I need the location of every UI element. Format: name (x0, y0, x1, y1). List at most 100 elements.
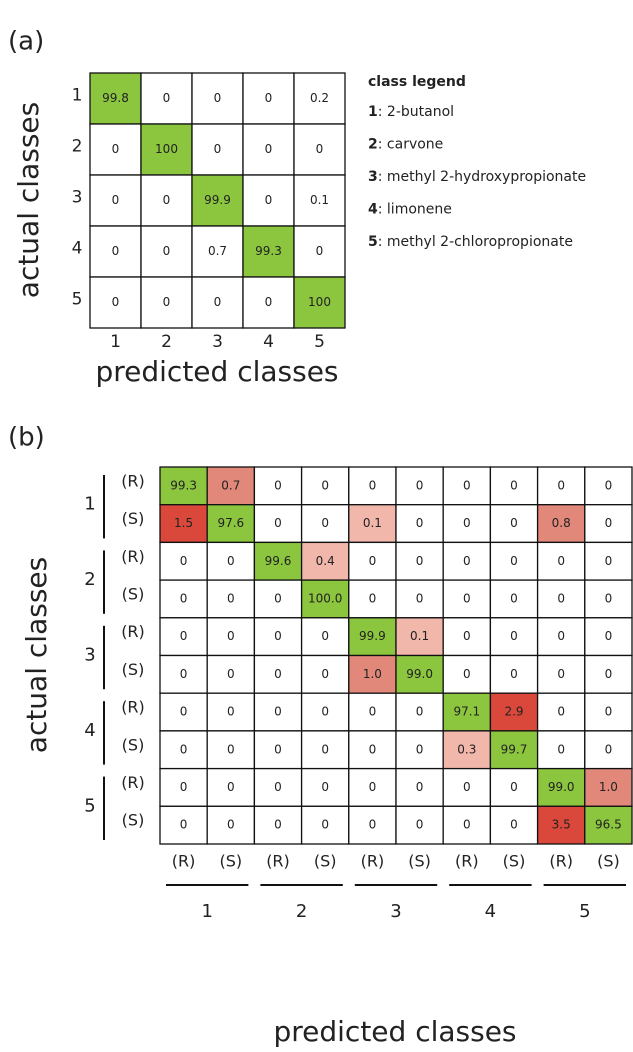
row-sub-label: (S) (122, 660, 145, 679)
cell-value: 0.1 (310, 193, 329, 207)
col-label: 2 (161, 332, 172, 352)
cell-value: 0 (163, 91, 171, 105)
matrix-cell (140, 225, 193, 278)
matrix-cell (584, 805, 633, 845)
cell-value: 0 (416, 705, 424, 719)
x-axis-label: predicted classes (273, 1015, 516, 1048)
cell-value: 0 (463, 591, 471, 605)
cell-value: 0 (321, 629, 329, 643)
row-sub-label: (R) (121, 773, 145, 792)
cell-value: 99.7 (501, 742, 528, 756)
cell-value: 0 (321, 742, 329, 756)
cell-value: 0 (180, 629, 188, 643)
matrix-cell (489, 541, 539, 581)
row-group-label: 2 (84, 569, 95, 590)
matrix-cell (584, 692, 633, 732)
cell-value: 0 (227, 667, 235, 681)
matrix-cell (89, 276, 142, 329)
cell-value: 0 (510, 478, 518, 492)
cell-value: 0 (605, 629, 613, 643)
matrix-cell (300, 617, 350, 657)
matrix-cell (206, 504, 256, 544)
matrix-cell (206, 466, 256, 506)
cell-value: 0 (163, 295, 171, 309)
y-axis-label: actual classes (12, 102, 45, 298)
row-group-label: 1 (84, 494, 95, 515)
col-group-label: 1 (201, 901, 212, 922)
matrix-cell (293, 123, 346, 176)
legend-text: : limonene (378, 202, 452, 218)
matrix-cell (442, 617, 492, 657)
cell-value: 0 (369, 554, 377, 568)
matrix-cell (584, 541, 633, 581)
matrix-cell (253, 692, 303, 732)
col-label: 1 (110, 332, 121, 352)
cell-value: 0 (227, 818, 235, 832)
cell-value: 97.6 (217, 516, 244, 530)
cell-value: 0 (274, 478, 282, 492)
matrix-cell (584, 730, 633, 770)
cell-value: 99.3 (255, 244, 282, 258)
matrix-cell (442, 805, 492, 845)
legend-text: : methyl 2-hydroxypropionate (378, 169, 586, 185)
matrix-cell (442, 730, 492, 770)
col-sub-label: (S) (314, 852, 337, 871)
matrix-cell (300, 654, 350, 694)
cell-value: 0.4 (316, 554, 335, 568)
row-sub-label: (R) (121, 698, 145, 717)
cell-value: 0 (180, 591, 188, 605)
cell-value: 0 (274, 591, 282, 605)
matrix-cell (300, 466, 350, 506)
legend-key: 4 (368, 202, 378, 218)
row-sub-label: (S) (122, 584, 145, 603)
row-label: 2 (72, 137, 83, 157)
panel-label: (a) (8, 27, 44, 57)
matrix-cell (395, 466, 444, 506)
col-label: 3 (212, 332, 223, 352)
cell-value: 99.9 (359, 629, 386, 643)
matrix-cell (300, 692, 350, 732)
cell-value: 0 (214, 91, 222, 105)
cell-value: 0.7 (221, 478, 240, 492)
matrix-cell (584, 617, 633, 657)
matrix-cell (584, 654, 633, 694)
cell-value: 0 (416, 478, 424, 492)
legend-item: 4: limonene (368, 202, 452, 218)
matrix-cell (89, 225, 142, 278)
matrix-cell (159, 617, 208, 657)
cell-value: 0 (227, 629, 235, 643)
legend-text: : carvone (378, 137, 444, 153)
cell-value: 0 (416, 591, 424, 605)
matrix-cell (348, 767, 397, 807)
legend-key: 5 (368, 234, 378, 250)
cell-value: 100.0 (308, 591, 342, 605)
matrix-cell (348, 805, 397, 845)
col-sub-label: (R) (361, 852, 385, 871)
matrix-cell (159, 579, 208, 619)
cell-value: 0 (180, 705, 188, 719)
cell-value: 0 (316, 142, 324, 156)
cell-value: 0 (463, 516, 471, 530)
matrix-cell (191, 123, 244, 176)
cell-value: 0 (416, 742, 424, 756)
legend-key: 2 (368, 137, 378, 153)
cell-value: 99.0 (548, 780, 575, 794)
cell-value: 3.5 (552, 818, 571, 832)
matrix-cell (206, 692, 256, 732)
matrix-cell (442, 654, 492, 694)
row-sub-label: (S) (122, 811, 145, 830)
legend-key: 3 (368, 169, 378, 185)
matrix-cell (159, 504, 208, 544)
cell-value: 0 (557, 667, 565, 681)
cell-value: 0 (321, 478, 329, 492)
cell-value: 0 (510, 516, 518, 530)
cell-value: 0 (112, 193, 120, 207)
cell-value: 0.3 (457, 742, 476, 756)
cell-value: 0 (463, 478, 471, 492)
cell-value: 0 (463, 629, 471, 643)
cell-value: 0 (227, 591, 235, 605)
cell-value: 0.7 (208, 244, 227, 258)
cell-value: 0 (163, 193, 171, 207)
cell-value: 0 (274, 629, 282, 643)
